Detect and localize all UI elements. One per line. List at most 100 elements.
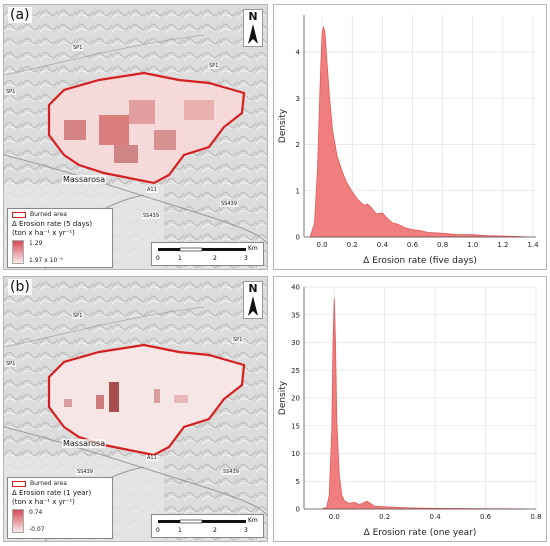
x-tick-label: 0.8 — [437, 241, 448, 249]
x-tick-label: 0.6 — [480, 513, 492, 521]
density-point — [331, 431, 332, 432]
density-point — [376, 213, 377, 214]
density-point — [349, 503, 350, 504]
y-axis-label: Density — [278, 380, 288, 415]
legend-title-line1: Δ Erosion rate (5 days) — [12, 220, 93, 228]
x-tick-label: 1.0 — [467, 241, 478, 249]
scalebar-a: 0 1 2 3 Km — [151, 242, 264, 266]
density-point — [382, 212, 383, 213]
hotspot-b-2 — [96, 395, 104, 409]
density-area — [321, 298, 526, 510]
road-label-a-5: SS439 — [142, 213, 160, 219]
y-tick-label: 2 — [296, 141, 300, 149]
density-point — [339, 475, 340, 476]
density-point — [337, 155, 338, 156]
north-label: N — [248, 10, 258, 23]
x-tick-label: 0.0 — [317, 241, 328, 249]
density-point — [388, 219, 389, 220]
density-point — [366, 501, 367, 502]
density-area — [309, 26, 527, 238]
map-panel-a: (a) N Massarosa SP1 SP1 SP1 A11 SS439 SS… — [3, 4, 268, 270]
density-point — [317, 167, 318, 168]
hotspot-b-1 — [109, 382, 119, 412]
y-axis-label: Density — [278, 108, 288, 143]
y-tick-label: 25 — [291, 367, 300, 375]
density-point — [336, 420, 337, 421]
density-point — [358, 199, 359, 200]
legend-max-b: 0.74 — [29, 509, 43, 516]
scalebar-b: 0 1 2 3 Km — [151, 514, 264, 538]
legend-title-line1: Δ Erosion rate (1 year) — [12, 489, 92, 497]
hotspot-a-4 — [154, 130, 176, 150]
density-point — [404, 227, 405, 228]
legend-b: Burned area Δ Erosion rate (1 year) (ton… — [7, 477, 113, 539]
scale-tick-a-0: 0 — [156, 255, 160, 262]
hotspot-a-3 — [129, 100, 155, 124]
north-arrow-icon: N — [243, 281, 263, 319]
panel-label-a: (a) — [8, 7, 32, 23]
north-label: N — [248, 282, 258, 295]
road-label-b-5: SS439 — [76, 469, 94, 475]
legend-title-b: Δ Erosion rate (1 year) (ton x ha⁻¹ x yr… — [12, 489, 108, 507]
density-chart-a: 0.0 0.2 0.4 0.6 0.8 1.0 1.2 1.4 0 1 2 3 4 Δ Erosion r… — [278, 15, 539, 266]
x-tick-label: 0.2 — [379, 513, 390, 521]
density-point — [344, 500, 345, 501]
density-point — [412, 229, 413, 230]
density-point — [346, 181, 347, 182]
scale-tick-a-3: 3 — [244, 255, 248, 262]
x-tick-label: 0.4 — [430, 513, 442, 521]
density-point — [409, 507, 410, 508]
scale-unit-b: Km — [248, 517, 258, 524]
scale-tick-a-1: 1 — [178, 255, 182, 262]
x-tick-label: 1.2 — [497, 241, 508, 249]
color-ramp — [12, 240, 24, 264]
y-tick-label: 3 — [296, 95, 300, 103]
legend-burned-label: Burned area — [30, 211, 67, 218]
scale-tick-b-3: 3 — [244, 527, 248, 534]
scale-tick-b-1: 1 — [178, 527, 182, 534]
chart-panel-b: 0.0 0.2 0.4 0.6 0.8 0 5 10 15 20 25 30 35 40 Δ Erosion… — [273, 276, 547, 542]
density-point — [472, 234, 473, 235]
legend-gradient-a: 1.29 1.97 x 10⁻⁵ — [12, 240, 108, 264]
town-label-a: Massarosa — [62, 175, 107, 184]
town-label-b: Massarosa — [62, 439, 107, 448]
y-tick-label: 1 — [296, 187, 300, 195]
legend-gradient-b: 0.74 -0.07 — [12, 509, 108, 533]
hotspot-b-3 — [64, 399, 72, 407]
legend-title-line2: (ton x ha⁻¹ x yr⁻¹) — [12, 229, 75, 237]
density-point — [374, 506, 375, 507]
legend-a: Burned area Δ Erosion rate (5 days) (ton… — [7, 208, 113, 268]
y-tick-label: 0 — [296, 506, 300, 514]
density-point — [332, 342, 333, 343]
legend-burned-label: Burned area — [30, 480, 67, 487]
density-point — [332, 130, 333, 131]
burned-area-swatch — [12, 211, 26, 218]
x-tick-label: 0.6 — [407, 241, 419, 249]
x-axis-label: Δ Erosion rate (one year) — [364, 528, 477, 538]
density-point — [384, 506, 385, 507]
density-point — [341, 495, 342, 496]
scale-unit-a: Km — [248, 245, 258, 252]
scale-tick-b-2: 2 — [213, 527, 217, 534]
density-point — [321, 33, 322, 34]
y-tick-label: 10 — [291, 450, 300, 458]
density-point — [334, 298, 335, 299]
density-point — [329, 98, 330, 99]
density-chart-b: 0.0 0.2 0.4 0.6 0.8 0 5 10 15 20 25 30 35 40 Δ Erosion… — [278, 284, 542, 539]
density-point — [323, 26, 324, 27]
hotspot-b-5 — [174, 395, 188, 403]
density-point — [326, 507, 327, 508]
legend-max-a: 1.29 — [29, 240, 43, 247]
density-point — [419, 230, 420, 231]
density-point — [354, 502, 355, 503]
density-point — [324, 33, 325, 34]
density-point — [487, 235, 488, 236]
road-label-b-3: SP1 — [5, 361, 17, 367]
density-point — [326, 56, 327, 57]
legend-burned-row: Burned area — [12, 211, 108, 218]
density-point — [335, 342, 336, 343]
y-tick-label: 5 — [296, 478, 300, 486]
y-tick-label: 30 — [291, 339, 300, 347]
road-label-a-2: SP1 — [208, 63, 220, 69]
density-point — [371, 208, 372, 209]
